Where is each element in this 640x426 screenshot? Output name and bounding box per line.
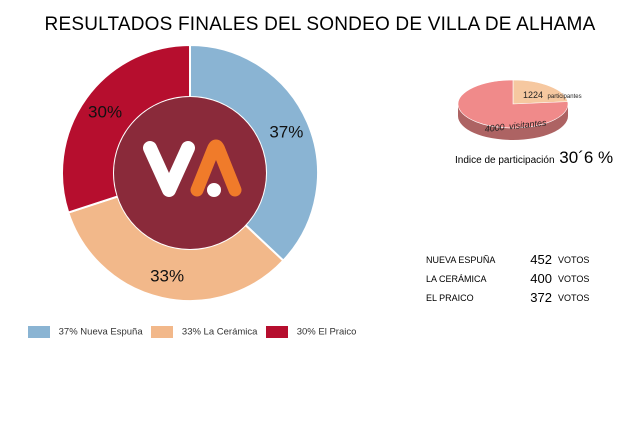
vote-name: EL PRAICO [426,293,474,303]
participants-count: 1224 [523,90,543,100]
legend-swatch [151,326,174,338]
participants-label: 1224 participantes [523,90,582,100]
pie3d-slice [512,79,569,105]
slice-value-label: 33% [150,266,184,285]
legend-item: 30% El Praico [266,326,356,338]
vote-name: NUEVA ESPUÑA [426,255,496,265]
vote-unit: VOTOS [558,293,590,303]
participation-label: Indice de participación [455,155,555,166]
vote-count: 372 [530,290,552,305]
slice-value-label: 37% [269,122,303,141]
slice-value-label: 30% [88,102,122,121]
participation-value: 30´6 % [559,148,614,167]
visitors-label: 4000 visitantes [484,118,547,134]
participants-word: participantes [548,94,582,100]
vote-name: LA CERÁMICA [426,274,487,284]
va-logo [143,139,242,197]
donut-chart: 37% 33% 30% [61,43,319,302]
chart-title: RESULTADOS FINALES DEL SONDEO DE VILLA D… [44,14,596,35]
visitors-count: 4000 [484,122,505,134]
donut-center [114,97,266,249]
legend-swatch [266,326,289,338]
legend-label: 37% Nueva Espuña [58,326,143,338]
pie3d-slice [457,79,569,129]
vote-unit: VOTOS [558,255,590,265]
legend: 37% Nueva Espuña 33% La Cerámica 30% El … [28,326,362,338]
vote-count: 400 [530,271,552,286]
legend-label: 30% El Praico [296,326,357,338]
legend-label: 33% La Cerámica [181,326,258,338]
participation-pie-3d: 1224 participantes 4000 visitantes [457,79,582,140]
participation-index: Indice de participación 30´6 % [455,148,613,168]
vote-unit: VOTOS [558,274,590,284]
vote-count: 452 [530,252,552,267]
visitors-word: visitantes [509,118,548,132]
legend-item: 37% Nueva Espuña [28,326,143,338]
legend-swatch [28,326,50,338]
legend-item: 33% La Cerámica [151,326,257,338]
pie3d-side [458,104,568,140]
